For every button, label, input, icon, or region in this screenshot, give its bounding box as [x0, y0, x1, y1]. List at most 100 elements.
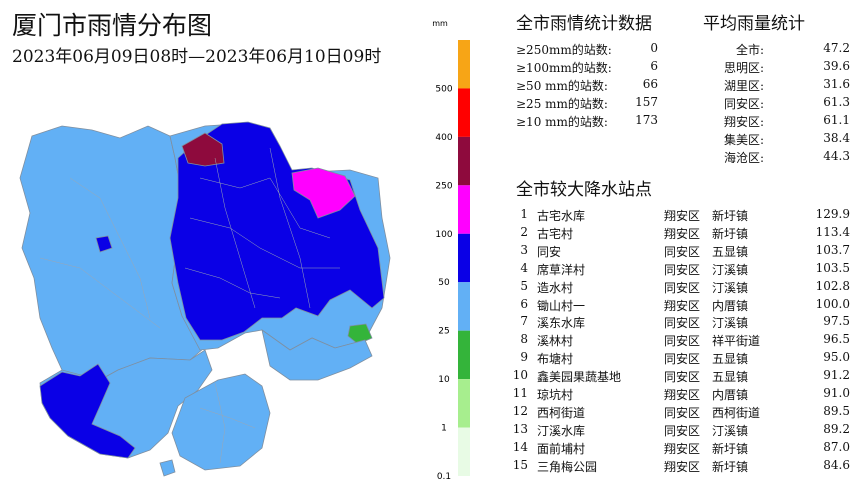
station-town: 五显镇: [712, 244, 749, 259]
page-title: 厦门市雨情分布图: [12, 11, 213, 40]
station-district: 翔安区: [664, 459, 701, 474]
legend-unit: mm: [432, 19, 448, 28]
station-value: 84.6: [823, 457, 850, 472]
station-rank: 7: [520, 314, 528, 329]
legend-label: 0.1: [437, 472, 451, 482]
station-district: 翔安区: [664, 209, 701, 223]
station-town: 祥平街道: [712, 334, 761, 349]
stats-title: 全市雨情统计数据: [516, 14, 652, 34]
legend-swatch: [458, 185, 470, 234]
station-town: 汀溪镇: [712, 280, 749, 295]
stats-label: ≥25 mm的站数:: [516, 97, 608, 111]
station-town: 五显镇: [712, 352, 749, 367]
station-rank: 12: [512, 403, 528, 418]
station-name: 面前埔村: [537, 441, 586, 456]
station-town: 新圩镇: [712, 209, 749, 223]
station-name: 溪东水库: [537, 316, 586, 331]
stats-value: 66: [642, 77, 658, 91]
station-value: 102.8: [815, 278, 850, 293]
station-value: 89.5: [823, 403, 850, 418]
average-label: 翔安区:: [723, 115, 764, 129]
station-rank: 2: [520, 224, 528, 239]
stations-title: 全市较大降水站点: [516, 180, 652, 200]
station-district: 翔安区: [664, 298, 701, 313]
stats-value: 173: [635, 113, 658, 127]
station-value: 91.2: [823, 368, 850, 383]
legend-label: 1: [441, 424, 447, 434]
legend-label: 400: [435, 133, 452, 143]
station-rank: 6: [520, 296, 528, 311]
rainfall-legend: mm 500 400 250 100 50 25 10 1 0.1: [432, 19, 470, 482]
average-label: 全市:: [735, 43, 764, 57]
station-town: 内厝镇: [712, 388, 749, 402]
station-value: 95.0: [823, 350, 850, 365]
station-rank: 15: [512, 457, 528, 472]
station-value: 100.0: [815, 296, 850, 311]
stats-label: ≥50 mm的站数:: [516, 79, 608, 93]
station-rank: 10: [512, 368, 528, 383]
station-rank: 3: [520, 242, 528, 257]
station-town: 新圩镇: [712, 459, 749, 474]
legend-label: 50: [438, 278, 450, 288]
station-rank: 4: [520, 260, 528, 275]
station-name: 汀溪水库: [537, 423, 586, 438]
station-name: 古宅村: [537, 226, 574, 241]
station-town: 新圩镇: [712, 226, 749, 241]
station-value: 91.0: [823, 386, 850, 400]
legend-swatch: [458, 282, 470, 331]
station-value: 129.9: [815, 207, 850, 221]
station-rank: 1: [520, 207, 528, 221]
average-value: 47.2: [823, 41, 850, 55]
stats-value: 157: [635, 95, 658, 109]
map-region-island: [171, 373, 271, 471]
station-value: 96.5: [823, 332, 850, 347]
station-name: 溪林村: [537, 334, 574, 349]
station-district: 同安区: [664, 280, 701, 295]
average-label: 集美区:: [723, 133, 764, 147]
station-district: 同安区: [664, 262, 701, 277]
average-value: 44.3: [823, 149, 850, 163]
legend-label: 500: [435, 84, 452, 94]
station-name: 同安: [537, 244, 562, 259]
legend-swatch: [458, 233, 470, 283]
station-name: 鑫美园果蔬基地: [537, 370, 622, 385]
station-rank: 11: [512, 386, 528, 400]
station-rank: 13: [512, 421, 528, 436]
station-town: 五显镇: [712, 370, 749, 385]
station-town: 汀溪镇: [712, 316, 749, 331]
legend-swatch: [458, 88, 470, 137]
station-town: 汀溪镇: [712, 262, 749, 277]
station-value: 103.7: [815, 242, 850, 257]
station-district: 同安区: [664, 244, 701, 259]
station-district: 同安区: [664, 370, 701, 385]
legend-label: 25: [438, 327, 449, 337]
station-value: 103.5: [815, 260, 850, 275]
stats-value: 6: [650, 59, 658, 73]
map-region-magenta: [291, 167, 356, 219]
stats-label: ≥250mm的站数:: [516, 43, 612, 57]
station-district: 同安区: [664, 334, 701, 349]
legend-label: 10: [438, 375, 450, 385]
station-name: 布塘村: [537, 352, 574, 367]
station-district: 翔安区: [664, 441, 701, 456]
average-title: 平均雨量统计: [703, 14, 805, 34]
map-region-gulangyu: [159, 459, 176, 477]
station-name: 西柯街道: [537, 405, 586, 420]
station-name: 锄山村一: [537, 298, 586, 313]
station-name: 古宅水库: [537, 209, 586, 223]
legend-swatch: [458, 136, 470, 186]
station-town: 新圩镇: [712, 441, 749, 456]
station-name: 琼坑村: [537, 388, 574, 402]
station-name: 三角梅公园: [537, 459, 598, 474]
station-district: 同安区: [664, 316, 701, 331]
station-town: 内厝镇: [712, 298, 749, 313]
legend-swatch: [458, 40, 470, 89]
station-district: 同安区: [664, 405, 701, 420]
station-value: 113.4: [815, 224, 850, 239]
legend-label: 100: [435, 230, 452, 240]
map-region-southeast: [261, 329, 373, 381]
map-region-west-pocket: [95, 235, 113, 253]
legend-label: 250: [435, 181, 452, 191]
station-district: 同安区: [664, 352, 701, 367]
station-rank: 9: [520, 350, 528, 365]
